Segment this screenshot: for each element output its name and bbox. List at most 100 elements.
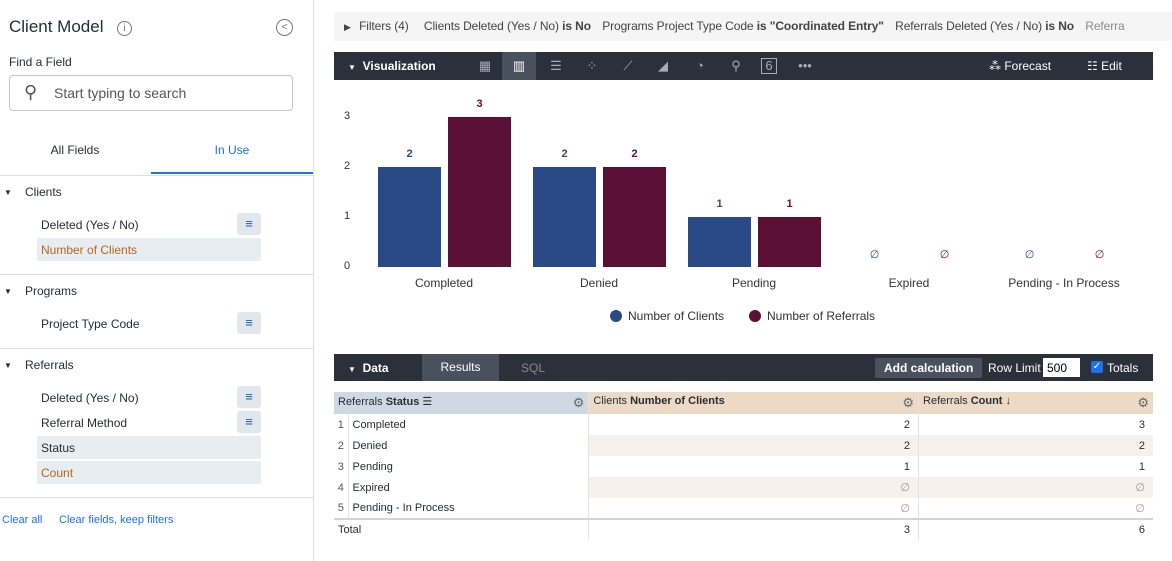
bar[interactable]: [603, 167, 666, 267]
bar[interactable]: [448, 117, 511, 267]
edit-button[interactable]: ☷ Edit: [1087, 59, 1122, 73]
filters-label[interactable]: Filters (4): [359, 19, 409, 33]
more-icon[interactable]: •••: [798, 58, 812, 73]
data-toggle[interactable]: ▼ Data: [348, 361, 389, 375]
single-value-viz-icon[interactable]: 6: [761, 58, 777, 74]
table-row: 4 Expired ∅ ∅: [334, 477, 1153, 498]
table-row: 3 Pending 1 1: [334, 456, 1153, 477]
field-project-type-code[interactable]: Project Type Code: [41, 317, 140, 331]
find-field-label: Find a Field: [9, 55, 72, 69]
data-label: ∅: [1024, 249, 1035, 261]
gear-icon[interactable]: ⚙: [902, 395, 915, 410]
tab-in-use[interactable]: In Use: [214, 143, 250, 157]
line-viz-icon[interactable]: ⟋: [623, 58, 633, 73]
caret-right-icon[interactable]: ▶: [344, 22, 351, 32]
field-status[interactable]: Status: [37, 436, 261, 459]
info-icon[interactable]: i: [117, 21, 132, 36]
bar[interactable]: [758, 217, 821, 267]
tab-sql[interactable]: SQL: [521, 361, 546, 375]
bar[interactable]: [378, 167, 441, 267]
filter-icon[interactable]: ≡: [237, 312, 261, 334]
forecast-icon: ⁂: [989, 59, 1001, 73]
field-number-of-clients[interactable]: Number of Clients: [37, 238, 261, 261]
data-label: 2: [406, 148, 413, 160]
cell-count: 1: [1138, 460, 1145, 473]
area-viz-icon[interactable]: ◢: [658, 58, 668, 73]
cell-number-of-clients: 2: [588, 414, 920, 435]
table-row: 2 Denied 2 2: [334, 435, 1153, 456]
cell-count: 2: [918, 435, 1153, 456]
data-label: ∅: [939, 249, 950, 261]
totals-label: Total: [334, 519, 590, 540]
gear-icon[interactable]: ⚙: [572, 395, 585, 410]
active-tab-indicator: [151, 172, 313, 174]
map-pin-icon[interactable]: ⚲: [731, 58, 741, 73]
group-programs[interactable]: Programs: [25, 284, 78, 298]
clear-all-link[interactable]: Clear all: [2, 514, 43, 526]
cell-status: Denied: [348, 435, 590, 456]
legend-swatch: [749, 310, 761, 322]
tab-results[interactable]: Results: [422, 354, 499, 381]
x-tick-label: Pending: [731, 276, 777, 290]
field-referrals-deleted[interactable]: Deleted (Yes / No): [41, 391, 139, 405]
pie-viz-icon[interactable]: ◔: [696, 58, 704, 73]
row-number: 2: [334, 435, 349, 456]
field-count[interactable]: Count: [37, 461, 261, 484]
row-limit-input[interactable]: [1043, 358, 1080, 377]
group-referrals[interactable]: Referrals: [25, 358, 74, 372]
visualization-bar: ▼ Visualization ▦ ▥ ☰ ⁘ ⟋ ◢ ◔ ⚲ 6 ••• ⁂ …: [334, 52, 1153, 80]
forecast-button[interactable]: ⁂ Forecast: [989, 59, 1052, 73]
column-header-count[interactable]: Referrals Count ↓ ⚙: [918, 392, 1153, 414]
data-label: ∅: [1094, 249, 1105, 261]
settings-sliders-icon: ☷: [1087, 59, 1098, 73]
cell-status: Expired: [348, 477, 590, 498]
filter-icon[interactable]: ≡: [237, 386, 261, 408]
collapse-sidebar-icon[interactable]: <: [276, 19, 293, 36]
table-viz-icon[interactable]: ▦: [478, 58, 492, 73]
filter-field: Referra: [1085, 19, 1125, 33]
filter-icon[interactable]: ≡: [237, 411, 261, 433]
bar[interactable]: [688, 217, 751, 267]
add-calculation-button[interactable]: Add calculation: [875, 358, 983, 378]
y-tick-label: 1: [344, 210, 351, 222]
filter-icon[interactable]: ≡: [237, 213, 261, 235]
caret-down-icon[interactable]: ▼: [4, 188, 12, 197]
cell-number-of-clients: 2: [588, 435, 920, 456]
legend-item[interactable]: Number of Clients: [610, 309, 724, 323]
table-row: 1 Completed 2 3: [334, 414, 1153, 435]
filter-field: Programs Project Type Code: [602, 19, 754, 33]
field-clients-deleted[interactable]: Deleted (Yes / No): [41, 218, 139, 232]
row-number: 4: [334, 477, 349, 498]
cell-status: Pending: [348, 456, 590, 477]
group-clients[interactable]: Clients: [25, 185, 62, 199]
results-table: Referrals Status ☰ ⚙ Clients Number of Cl…: [334, 392, 1153, 540]
data-label: 2: [561, 148, 568, 160]
x-tick-label: Expired: [888, 276, 930, 290]
gear-icon[interactable]: ⚙: [1137, 395, 1149, 410]
caret-down-icon[interactable]: ▼: [4, 287, 12, 296]
bar-viz-icon[interactable]: ☰: [550, 58, 562, 73]
bar[interactable]: [533, 167, 596, 267]
caret-down-icon[interactable]: ▼: [4, 361, 12, 370]
legend-item[interactable]: Number of Referrals: [749, 309, 875, 323]
clear-fields-link[interactable]: Clear fields, keep filters: [59, 514, 174, 526]
column-viz-icon[interactable]: ▥: [502, 52, 536, 80]
column-header-number-of-clients[interactable]: Clients Number of Clients ⚙: [588, 392, 920, 414]
cell-status: Pending - In Process: [348, 498, 590, 519]
totals-checkbox[interactable]: ✓: [1091, 361, 1103, 373]
field-search[interactable]: ⚲: [9, 75, 293, 111]
data-label: 1: [786, 198, 793, 210]
legend-swatch: [610, 310, 622, 322]
field-referral-method[interactable]: Referral Method: [41, 416, 128, 430]
y-tick-label: 2: [344, 160, 351, 172]
row-number: 1: [334, 414, 349, 435]
column-chart: 0 1 2 3 Completed 2 3 Denied 2 2 Pending 1 1 Expired ∅…: [334, 80, 1153, 340]
visualization-toggle[interactable]: ▼ Visualization: [348, 59, 436, 73]
x-tick-label: Completed: [414, 276, 474, 290]
column-header-status[interactable]: Referrals Status ☰ ⚙: [334, 392, 590, 414]
filters-bar[interactable]: ▶ Filters (4) Clients Deleted (Yes / No)…: [334, 12, 1172, 41]
x-tick-label: Pending - In Process: [1008, 276, 1120, 290]
tab-all-fields[interactable]: All Fields: [50, 143, 100, 157]
field-search-input[interactable]: [54, 85, 274, 101]
scatter-viz-icon[interactable]: ⁘: [586, 58, 598, 73]
